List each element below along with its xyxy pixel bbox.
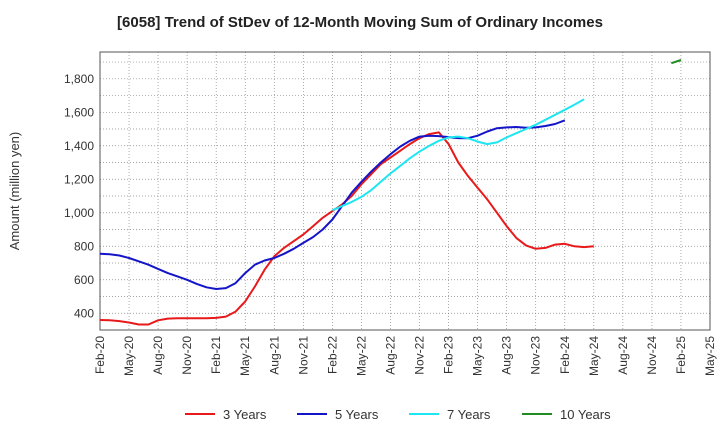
x-tick-label: May-20 xyxy=(122,336,136,376)
x-tick-label: Nov-24 xyxy=(645,336,659,375)
x-tick-label: Aug-21 xyxy=(267,336,281,375)
x-tick-label: Nov-20 xyxy=(180,336,194,375)
legend-label: 5 Years xyxy=(335,407,379,422)
legend-label: 7 Years xyxy=(447,407,491,422)
series-layer xyxy=(99,59,682,326)
x-tick-label: Feb-25 xyxy=(674,336,688,374)
x-tick-label: Feb-21 xyxy=(209,336,223,374)
x-tick-label: Nov-23 xyxy=(529,336,543,375)
x-tick-label: Feb-22 xyxy=(325,336,339,374)
series-line-7-years xyxy=(332,98,585,212)
series-line-10-years xyxy=(670,59,682,65)
y-tick-label: 800 xyxy=(74,239,94,253)
legend-label: 3 Years xyxy=(223,407,267,422)
x-tick-label: May-21 xyxy=(238,336,252,376)
x-tick-label: Nov-22 xyxy=(413,336,427,375)
x-tick-label: Aug-20 xyxy=(151,336,165,375)
y-axis-ticks: 400 600 800 1,000 1,200 1,400 1,600 1,800 xyxy=(64,72,94,320)
y-tick-label: 600 xyxy=(74,273,94,287)
series-line-5-years xyxy=(99,119,566,290)
chart-title: [6058] Trend of StDev of 12-Month Moving… xyxy=(117,14,603,31)
x-tick-label: Feb-20 xyxy=(93,336,107,374)
plot-area-border xyxy=(99,51,711,331)
legend-label: 10 Years xyxy=(560,407,611,422)
x-tick-label: Aug-22 xyxy=(383,336,397,375)
y-tick-label: 1,800 xyxy=(64,72,94,86)
x-tick-label: Feb-24 xyxy=(558,336,572,374)
y-tick-label: 1,200 xyxy=(64,172,94,186)
x-axis-ticks: Feb-20 May-20 Aug-20 Nov-20 Feb-21 May-21 Aug-… xyxy=(93,336,717,376)
x-tick-label: May-22 xyxy=(354,336,368,376)
series-line-3-years xyxy=(99,131,594,326)
y-tick-label: 1,400 xyxy=(64,139,94,153)
x-tick-label: May-24 xyxy=(587,336,601,376)
y-tick-label: 400 xyxy=(74,306,94,320)
legend: 3 Years 5 Years 7 Years 10 Years xyxy=(185,407,611,422)
x-tick-label: Nov-21 xyxy=(296,336,310,375)
x-tick-label: Aug-23 xyxy=(500,336,514,375)
y-tick-label: 1,600 xyxy=(64,105,94,119)
x-tick-label: Feb-23 xyxy=(442,336,456,374)
x-tick-label: May-25 xyxy=(703,336,717,376)
y-axis-title: Amount (million yen) xyxy=(7,132,22,251)
grid-lines xyxy=(99,52,711,330)
y-tick-label: 1,000 xyxy=(64,206,94,220)
x-tick-label: Aug-24 xyxy=(616,336,630,375)
x-tick-label: May-23 xyxy=(471,336,485,376)
